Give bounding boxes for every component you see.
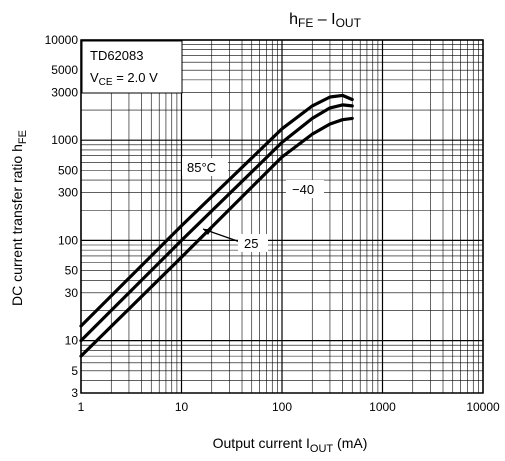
info-box: TD62083 VCE = 2.0 V bbox=[81, 40, 183, 94]
series-curves bbox=[79, 93, 354, 358]
y-tick-label: 100 bbox=[58, 233, 78, 247]
y-tick-label: 5 bbox=[71, 364, 78, 378]
x-tick-label: 100 bbox=[272, 400, 292, 414]
x-axis-ticks: 1 10 100 1000 10000 bbox=[78, 400, 500, 414]
y-tick-label: 10000 bbox=[45, 33, 79, 47]
x-tick-label: 1000 bbox=[369, 400, 396, 414]
y-tick-label: 500 bbox=[58, 163, 78, 177]
plot-frame bbox=[80, 39, 484, 394]
x-tick-label: 10000 bbox=[466, 400, 500, 414]
y-tick-label: 30 bbox=[65, 286, 79, 300]
y-tick-label: 3 bbox=[71, 386, 78, 400]
series-label-minus40: −40 bbox=[292, 182, 314, 197]
series-line-2 bbox=[79, 116, 354, 358]
series-annotations: 85°C −40 25 bbox=[182, 158, 324, 252]
series-line-0 bbox=[79, 93, 354, 328]
series-label-85c: 85°C bbox=[187, 160, 216, 175]
series-label-25-arrowhead bbox=[203, 229, 212, 235]
condition-label: VCE = 2.0 V bbox=[90, 70, 158, 88]
y-axis-label: DC current transfer ratio hFE bbox=[9, 130, 29, 306]
y-tick-label: 300 bbox=[58, 186, 78, 200]
x-tick-label: 10 bbox=[175, 400, 189, 414]
chart-title: hFE – IOUT bbox=[289, 11, 361, 30]
y-tick-label: 3000 bbox=[51, 85, 78, 99]
y-tick-label: 5000 bbox=[51, 63, 78, 77]
y-tick-label: 10 bbox=[65, 334, 79, 348]
series-label-25: 25 bbox=[244, 236, 258, 251]
y-tick-label: 50 bbox=[65, 264, 79, 278]
device-label: TD62083 bbox=[90, 48, 143, 63]
x-axis-label: Output current IOUT (mA) bbox=[213, 435, 368, 455]
y-axis-ticks: 3 5 10 30 50 100 300 500 1000 3000 5000 10000 bbox=[45, 33, 79, 400]
x-tick-label: 1 bbox=[78, 400, 85, 414]
series-line-1 bbox=[79, 103, 354, 343]
y-tick-label: 1000 bbox=[51, 133, 78, 147]
